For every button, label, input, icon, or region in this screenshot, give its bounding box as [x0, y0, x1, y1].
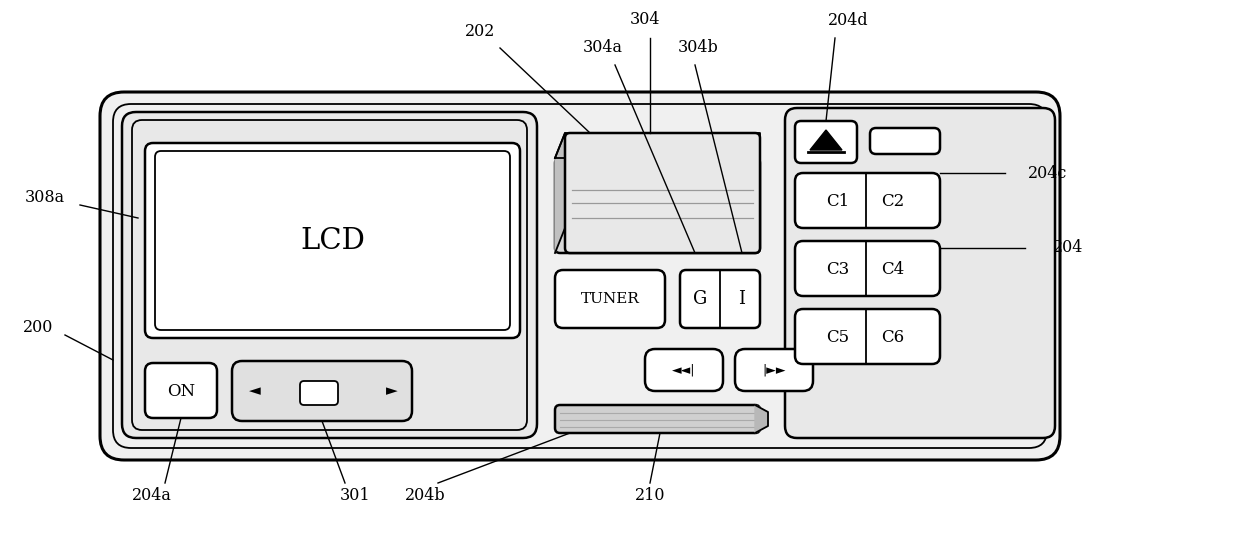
FancyBboxPatch shape [785, 108, 1055, 438]
Text: C3: C3 [826, 260, 849, 277]
FancyBboxPatch shape [680, 270, 760, 328]
Text: 204: 204 [1053, 239, 1084, 256]
Text: 301: 301 [340, 488, 371, 505]
Text: 204b: 204b [404, 488, 445, 505]
Polygon shape [810, 130, 842, 150]
Text: TUNER: TUNER [580, 292, 640, 306]
Text: 210: 210 [635, 488, 665, 505]
Polygon shape [556, 133, 760, 158]
Text: ►: ► [386, 384, 398, 398]
FancyBboxPatch shape [795, 121, 857, 163]
Text: 304: 304 [630, 11, 660, 28]
Text: C4: C4 [882, 260, 905, 277]
Text: C1: C1 [826, 192, 849, 209]
FancyBboxPatch shape [145, 363, 217, 418]
Text: 200: 200 [22, 319, 53, 336]
FancyBboxPatch shape [100, 92, 1060, 460]
Text: 304b: 304b [677, 39, 718, 56]
Text: C2: C2 [882, 192, 905, 209]
Text: C5: C5 [826, 328, 849, 345]
FancyBboxPatch shape [645, 349, 723, 391]
FancyBboxPatch shape [735, 349, 813, 391]
Text: 204c: 204c [1028, 164, 1068, 181]
FancyBboxPatch shape [145, 143, 520, 338]
FancyBboxPatch shape [556, 270, 665, 328]
Polygon shape [556, 133, 565, 253]
Text: LCD: LCD [300, 227, 366, 255]
Text: 202: 202 [465, 23, 495, 40]
FancyBboxPatch shape [795, 309, 940, 364]
Polygon shape [755, 405, 768, 433]
Text: 308a: 308a [25, 190, 64, 207]
FancyBboxPatch shape [795, 173, 940, 228]
FancyBboxPatch shape [870, 128, 940, 154]
Text: C6: C6 [882, 328, 904, 345]
Text: |►►: |►► [763, 363, 786, 376]
FancyBboxPatch shape [232, 361, 412, 421]
Text: ON: ON [167, 383, 195, 399]
FancyBboxPatch shape [565, 133, 760, 253]
Text: G: G [693, 290, 707, 308]
Text: 204d: 204d [827, 12, 868, 29]
Text: 204a: 204a [133, 488, 172, 505]
FancyBboxPatch shape [556, 158, 760, 253]
FancyBboxPatch shape [122, 112, 537, 438]
Text: I: I [739, 290, 745, 308]
FancyBboxPatch shape [795, 241, 940, 296]
Text: ◄: ◄ [249, 384, 260, 398]
Text: ◄◄|: ◄◄| [672, 363, 696, 376]
FancyBboxPatch shape [556, 405, 760, 433]
FancyBboxPatch shape [300, 381, 339, 405]
Text: 304a: 304a [583, 39, 622, 56]
